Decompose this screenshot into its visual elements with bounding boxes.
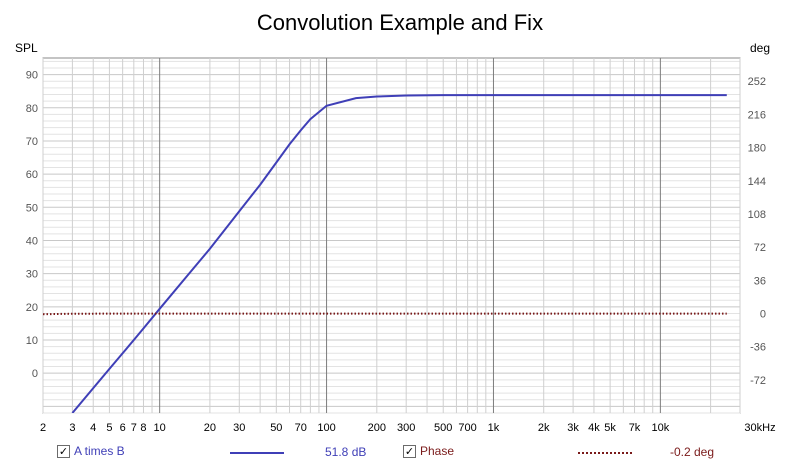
x-tick-label: 700 xyxy=(458,422,476,434)
legend-swatch-a-times-b xyxy=(230,452,284,454)
x-tick-label: 1k xyxy=(488,422,500,434)
y-right-tick-label: 216 xyxy=(748,109,766,121)
y-right-tick-label: 144 xyxy=(748,176,766,188)
x-tick-label: 5k xyxy=(604,422,616,434)
y-right-tick-label: 180 xyxy=(748,143,766,155)
x-tick-label: 4 xyxy=(90,422,96,434)
y-right-tick-label: 108 xyxy=(748,209,766,221)
grid xyxy=(42,58,741,414)
legend-checkbox-phase[interactable]: ✓ xyxy=(403,444,416,458)
x-tick-label: 10 xyxy=(154,422,166,434)
legend-label-phase: Phase xyxy=(420,444,455,458)
y-left-tick-label: 30 xyxy=(26,269,38,281)
y-left-tick-label: 60 xyxy=(26,169,38,181)
x-tick-label: 7 xyxy=(131,422,137,434)
y-left-tick-label: 70 xyxy=(26,136,38,148)
series-line-phase xyxy=(43,312,727,316)
y-left-tick-label: 10 xyxy=(26,335,38,347)
legend-item-a-times-b[interactable]: ✓ A times B xyxy=(57,444,125,458)
y-right-tick-label: 72 xyxy=(754,242,766,254)
x-tick-label: 10k xyxy=(651,422,669,434)
legend-value-phase: -0.2 deg xyxy=(670,445,715,459)
chart: Convolution Example and Fix SPL deg 0102… xyxy=(15,10,776,434)
y-left-ticks: 0 10 20 30 40 50 60 70 80 90 xyxy=(26,70,38,381)
x-ticks: 2 3 4 5 6 7 8 10 20 30 50 70 100 200 300 500 700 1k 2k 3k 4k… xyxy=(40,422,776,434)
x-tick-label: 2 xyxy=(40,422,46,434)
y-left-tick-label: 20 xyxy=(26,302,38,314)
y-right-tick-label: -36 xyxy=(750,342,766,354)
x-tick-label: 30kHz xyxy=(744,422,775,434)
legend-label-a-times-b: A times B xyxy=(74,444,125,458)
x-tick-label: 300 xyxy=(397,422,415,434)
y-right-tick-label: -72 xyxy=(750,375,766,387)
y-right-tick-label: 0 xyxy=(760,308,766,320)
x-tick-label: 20 xyxy=(204,422,216,434)
x-tick-label: 4k xyxy=(588,422,600,434)
x-tick-label: 3k xyxy=(567,422,579,434)
y-left-tick-label: 50 xyxy=(26,202,38,214)
x-tick-label: 6 xyxy=(120,422,126,434)
legend: ✓ A times B 51.8 dB ✓ Phase -0.2 deg xyxy=(0,438,800,466)
chart-title: Convolution Example and Fix xyxy=(257,10,543,35)
x-tick-label: 30 xyxy=(233,422,245,434)
y-left-tick-label: 80 xyxy=(26,103,38,115)
y-right-ticks: -72 -36 0 36 72 108 144 180 216 252 xyxy=(748,76,766,387)
x-tick-label: 500 xyxy=(434,422,452,434)
y-right-unit-label: deg xyxy=(750,41,770,55)
y-right-tick-label: 36 xyxy=(754,275,766,287)
x-tick-label: 50 xyxy=(270,422,282,434)
x-tick-label: 3 xyxy=(69,422,75,434)
x-tick-label: 5 xyxy=(106,422,112,434)
y-left-unit-label: SPL xyxy=(15,41,38,55)
x-tick-label: 100 xyxy=(317,422,335,434)
x-tick-label: 8 xyxy=(140,422,146,434)
series-line-a-times-b xyxy=(71,94,727,413)
y-left-tick-label: 40 xyxy=(26,235,38,247)
legend-swatch-phase xyxy=(578,452,632,454)
x-tick-label: 2k xyxy=(538,422,550,434)
x-tick-label: 200 xyxy=(368,422,386,434)
y-left-tick-label: 0 xyxy=(32,368,38,380)
y-right-tick-label: 252 xyxy=(748,76,766,88)
series-layer xyxy=(43,94,727,413)
legend-item-phase[interactable]: ✓ Phase xyxy=(403,444,454,458)
legend-checkbox-a-times-b[interactable]: ✓ xyxy=(57,444,70,458)
x-tick-label: 70 xyxy=(295,422,307,434)
legend-value-a-times-b: 51.8 dB xyxy=(325,445,367,459)
x-tick-label: 7k xyxy=(629,422,641,434)
y-left-tick-label: 90 xyxy=(26,70,38,82)
